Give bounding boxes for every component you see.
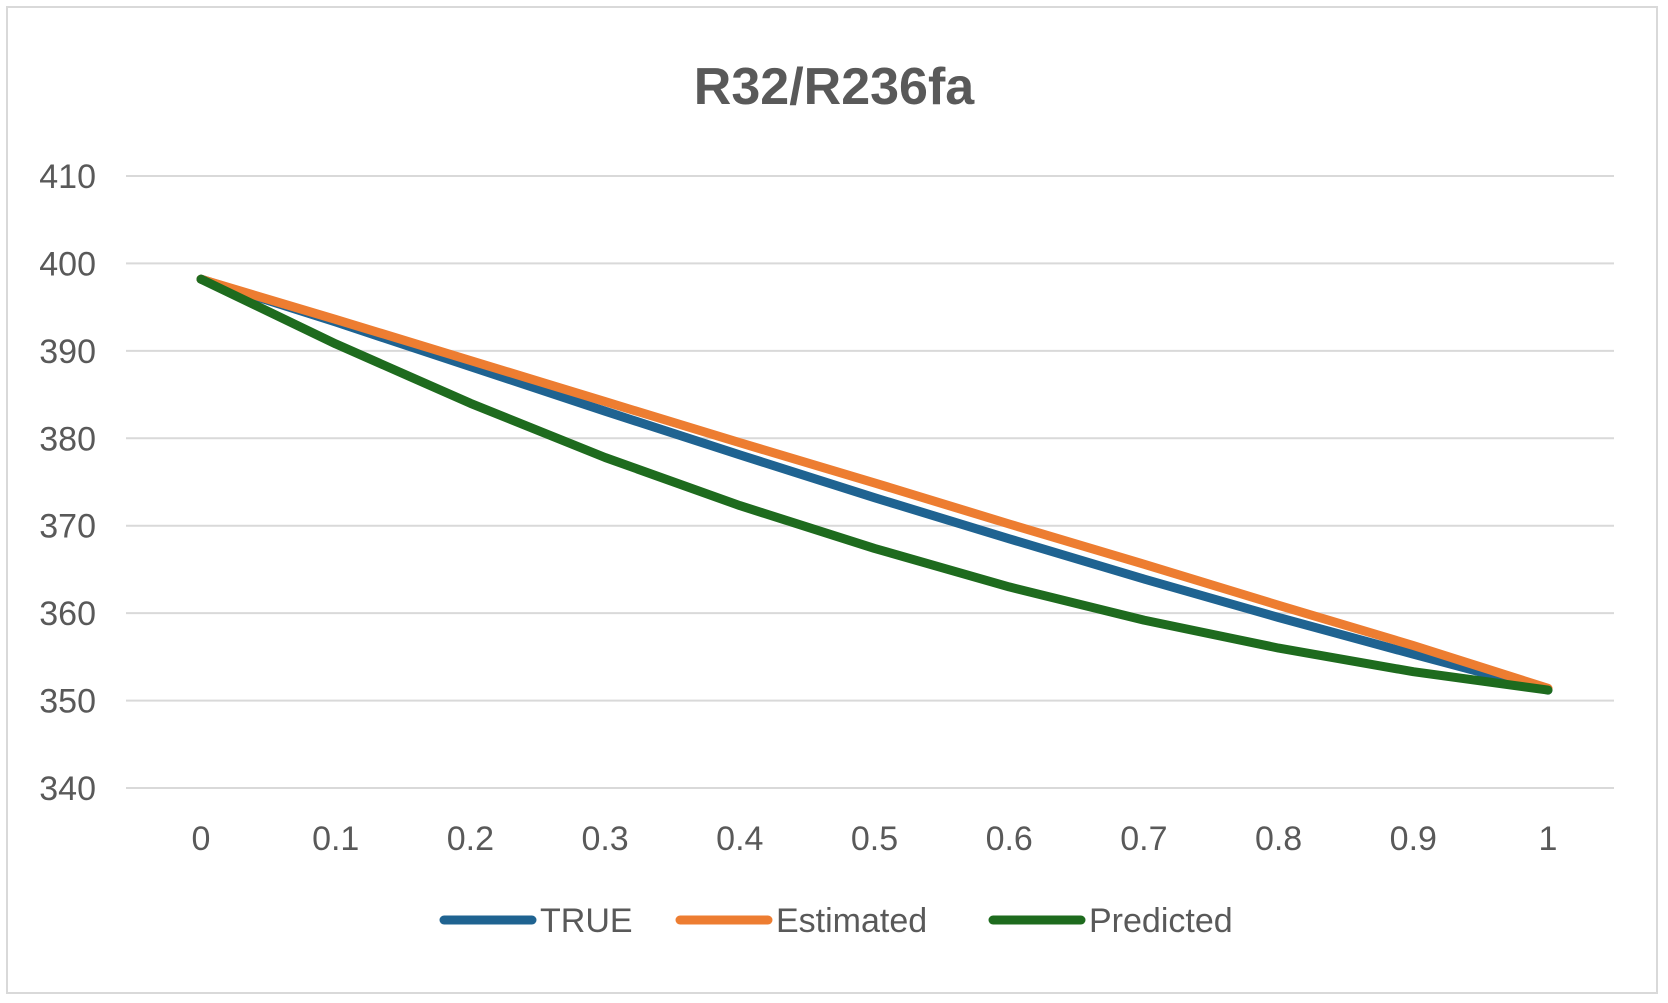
- x-tick-label: 0.6: [986, 820, 1033, 858]
- x-tick-label: 0.3: [581, 820, 628, 858]
- legend: TRUE Estimated Predicted: [439, 902, 1233, 940]
- series-line-predicted: [196, 274, 1553, 695]
- y-tick-label: 380: [39, 420, 96, 458]
- x-tick-label: 0.2: [447, 820, 494, 858]
- line-chart: R32/R236fa 340 350 360 370 380 390 400 410 0 0.1…: [39, 58, 1614, 940]
- x-tick-label: 0.5: [851, 820, 898, 858]
- series-line-true: [196, 274, 1553, 695]
- y-tick-label: 360: [39, 595, 96, 633]
- legend-label: TRUE: [540, 902, 633, 940]
- chart-frame: R32/R236fa 340 350 360 370 380 390 400 410 0 0.1…: [6, 6, 1658, 994]
- x-tick-label: 1: [1539, 820, 1558, 858]
- chart-title: R32/R236fa: [694, 58, 975, 116]
- y-tick-label: 370: [39, 508, 96, 546]
- x-axis-ticks: 0 0.1 0.2 0.3 0.4 0.5 0.6 0.7 0.8 0.9 1: [192, 820, 1558, 858]
- y-axis-ticks: 340 350 360 370 380 390 400 410: [39, 158, 96, 808]
- x-tick-label: 0.9: [1390, 820, 1437, 858]
- series-lines: [196, 274, 1553, 695]
- legend-label: Predicted: [1089, 902, 1233, 940]
- x-tick-label: 0: [192, 820, 211, 858]
- x-tick-label: 0.1: [312, 820, 359, 858]
- y-tick-label: 400: [39, 245, 96, 283]
- x-tick-label: 0.8: [1255, 820, 1302, 858]
- y-tick-label: 410: [39, 158, 96, 196]
- series-line-estimated: [196, 274, 1553, 693]
- y-tick-label: 390: [39, 333, 96, 371]
- gridlines: [126, 175, 1614, 789]
- y-tick-label: 340: [39, 770, 96, 808]
- x-tick-label: 0.4: [716, 820, 763, 858]
- x-tick-label: 0.7: [1120, 820, 1167, 858]
- legend-label: Estimated: [776, 902, 927, 940]
- y-tick-label: 350: [39, 683, 96, 721]
